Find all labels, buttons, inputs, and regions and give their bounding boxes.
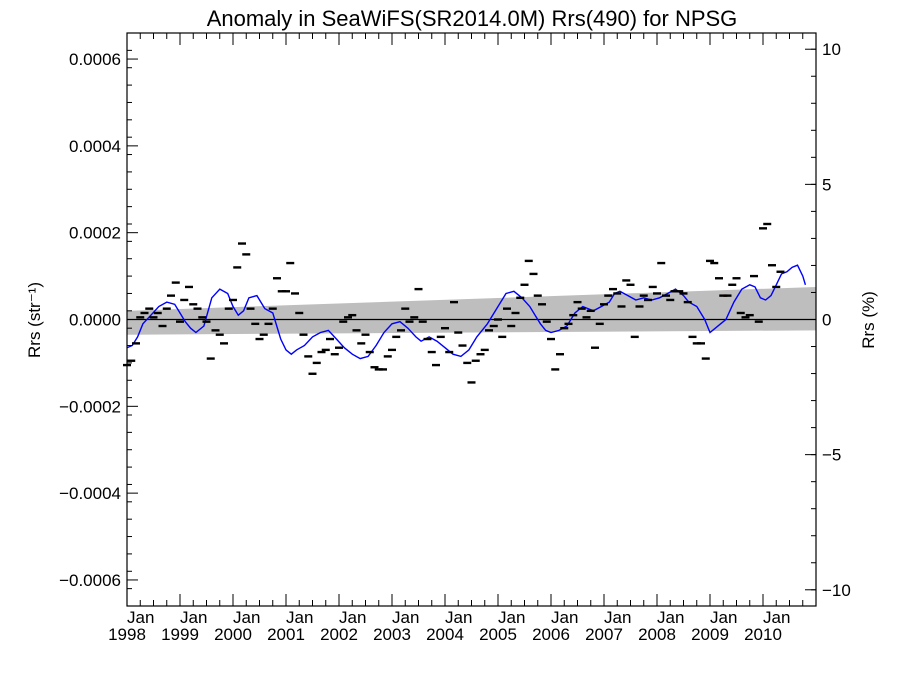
y-right-tick-label: 0	[822, 311, 831, 330]
x-tick-label-year: 2000	[214, 625, 252, 644]
x-tick-label-year: 1998	[108, 625, 146, 644]
x-tick-label-month: Jan	[233, 608, 260, 627]
y-right-tick-label: 5	[822, 175, 831, 194]
x-tick-label-year: 1999	[161, 625, 199, 644]
x-tick-label-year: 2006	[532, 625, 570, 644]
y-right-tick-label: −10	[822, 581, 851, 600]
y-left-tick-label: 0.0002	[69, 224, 121, 243]
x-tick-label-month: Jan	[445, 608, 472, 627]
x-tick-label-month: Jan	[657, 608, 684, 627]
x-tick-label-month: Jan	[127, 608, 154, 627]
x-tick-label-month: Jan	[180, 608, 207, 627]
y-left-tick-label: 0.0000	[69, 311, 121, 330]
y-left-tick-label: −0.0006	[59, 571, 121, 590]
x-tick-label-year: 2007	[585, 625, 623, 644]
x-tick-label-year: 2001	[267, 625, 305, 644]
x-tick-label-month: Jan	[763, 608, 790, 627]
trend-band	[127, 286, 816, 335]
y-axis-right-title: Rrs (%)	[859, 291, 878, 349]
y-right-tick-label: −5	[822, 446, 841, 465]
x-tick-label-year: 2008	[638, 625, 676, 644]
x-tick-label-year: 2010	[744, 625, 782, 644]
x-tick-label-month: Jan	[498, 608, 525, 627]
y-right-tick-label: 10	[822, 40, 841, 59]
x-tick-label-year: 2004	[426, 625, 464, 644]
x-tick-label-month: Jan	[286, 608, 313, 627]
x-tick-label-month: Jan	[710, 608, 737, 627]
y-left-tick-label: −0.0004	[59, 484, 121, 503]
x-tick-label-year: 2005	[479, 625, 517, 644]
x-tick-label-month: Jan	[551, 608, 578, 627]
plot-area: Jan1998Jan1999Jan2000Jan2001Jan2002Jan20…	[59, 32, 851, 644]
x-tick-label-month: Jan	[339, 608, 366, 627]
x-tick-label-year: 2003	[373, 625, 411, 644]
x-tick-label-month: Jan	[604, 608, 631, 627]
y-left-tick-label: 0.0006	[69, 50, 121, 69]
chart-title: Anomaly in SeaWiFS(SR2014.0M) Rrs(490) f…	[207, 6, 738, 31]
y-left-tick-label: −0.0002	[59, 397, 121, 416]
y-left-tick-label: 0.0004	[69, 137, 121, 156]
x-tick-label-year: 2009	[691, 625, 729, 644]
running-mean-line	[126, 264, 807, 360]
x-tick-label-year: 2002	[320, 625, 358, 644]
y-axis-left-title: Rrs (str⁻¹)	[25, 282, 44, 358]
x-tick-label-month: Jan	[392, 608, 419, 627]
